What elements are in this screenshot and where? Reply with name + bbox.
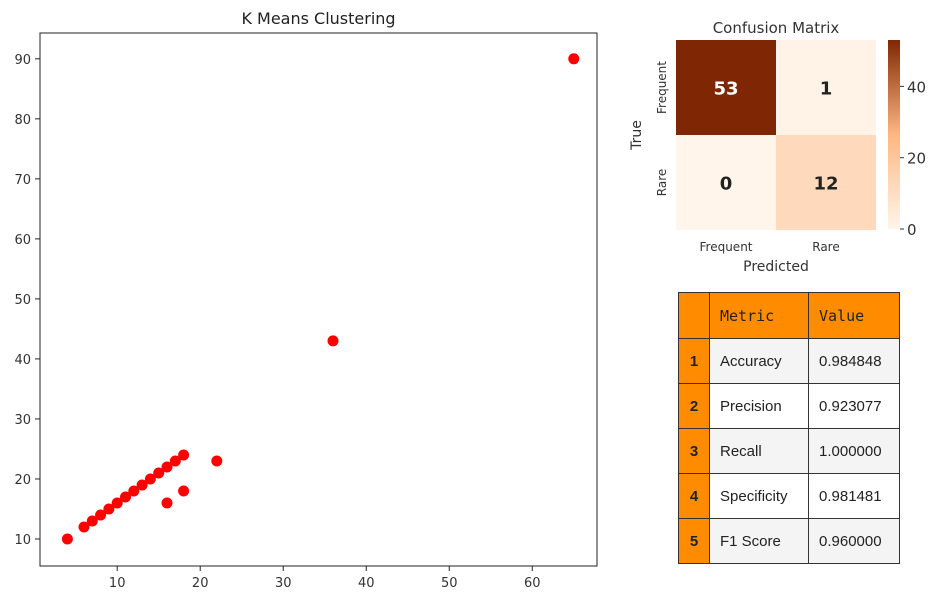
header-value: Value [808, 292, 900, 339]
heatmap-cell [776, 40, 876, 135]
x-tick-label: 20 [192, 576, 209, 591]
heatmap-cell-label: 53 [713, 79, 738, 100]
scatter-point [86, 515, 98, 527]
table-row: 2 Precision 0.923077 [678, 383, 900, 429]
table-row: 3 Recall 1.000000 [678, 428, 900, 474]
x-tick-label: 10 [109, 576, 126, 591]
x-tick-label: 60 [524, 576, 541, 591]
metrics-table: Metric Value 1 Accuracy 0.984848 2 Precision… [678, 292, 900, 564]
metric-name: Recall [709, 428, 809, 474]
x-tick-label: 30 [275, 576, 292, 591]
scatter-point [211, 455, 223, 467]
y-tick-label: 80 [14, 113, 31, 128]
y-tick-label: 60 [14, 233, 31, 248]
heatmap-ylabel: True [629, 120, 645, 151]
scatter-point [568, 53, 580, 65]
heatmap-cell-label: 1 [820, 79, 833, 100]
row-index: 1 [678, 338, 710, 384]
y-tick-label: 20 [14, 473, 31, 488]
table-header: Metric Value [678, 292, 900, 339]
metric-name: Precision [709, 383, 809, 429]
metric-value: 0.960000 [808, 518, 900, 564]
y-tick-label: 70 [14, 173, 31, 188]
row-index: 4 [678, 473, 710, 519]
scatter-point [161, 497, 173, 509]
metric-value: 0.984848 [808, 338, 900, 384]
scatter-point [178, 485, 190, 497]
x-tick-label: 50 [441, 576, 458, 591]
scatter-point [136, 479, 148, 491]
x-category-label: Rare [812, 240, 839, 254]
x-tick-label: 40 [358, 576, 375, 591]
table-row: 5 F1 Score 0.960000 [678, 518, 900, 564]
y-tick-label: 50 [14, 293, 31, 308]
heatmap-cell-label: 0 [720, 174, 733, 195]
scatter-point [161, 461, 173, 473]
y-tick-label: 40 [14, 353, 31, 368]
scatter-point [153, 467, 165, 479]
scatter-point [120, 491, 132, 503]
scatter-point [78, 521, 90, 533]
y-category-label: Rare [655, 169, 669, 196]
metric-value: 0.923077 [808, 383, 900, 429]
scatter-point [144, 473, 156, 485]
heatmap-title: Confusion Matrix [713, 19, 840, 37]
scatter-point [103, 503, 115, 515]
row-index: 5 [678, 518, 710, 564]
scatter-title: K Means Clustering [241, 9, 395, 28]
colorbar-tick-label: 20 [907, 150, 926, 168]
metric-name: Specificity [709, 473, 809, 519]
heatmap-xlabel: Predicted [743, 259, 809, 275]
colorbar-tick-label: 0 [907, 221, 917, 239]
colorbar-tick-label: 40 [907, 78, 926, 96]
metric-name: Accuracy [709, 338, 809, 384]
scatter-point [327, 335, 339, 347]
y-tick-label: 90 [14, 53, 31, 68]
metric-value: 1.000000 [808, 428, 900, 474]
scatter-point [169, 455, 181, 467]
y-tick-label: 10 [14, 533, 31, 548]
heatmap-cell-label: 12 [813, 174, 838, 195]
x-category-label: Frequent [700, 240, 753, 254]
heatmap-cell [776, 135, 876, 230]
scatter-point [61, 533, 73, 545]
y-tick-label: 30 [14, 413, 31, 428]
colorbar [888, 40, 900, 229]
heatmap-cell [676, 40, 776, 135]
heatmap-cell [676, 135, 776, 230]
scatter-point [178, 449, 190, 461]
metric-name: F1 Score [709, 518, 809, 564]
y-category-label: Frequent [655, 61, 669, 114]
scatter-point [128, 485, 140, 497]
scatter-point [111, 497, 123, 509]
table-row: 1 Accuracy 0.984848 [678, 338, 900, 384]
row-index: 2 [678, 383, 710, 429]
header-metric: Metric [709, 292, 809, 339]
row-index: 3 [678, 428, 710, 474]
metric-value: 0.981481 [808, 473, 900, 519]
table-row: 4 Specificity 0.981481 [678, 473, 900, 519]
scatter-point [95, 509, 107, 521]
scatter-plot-frame [39, 32, 598, 567]
